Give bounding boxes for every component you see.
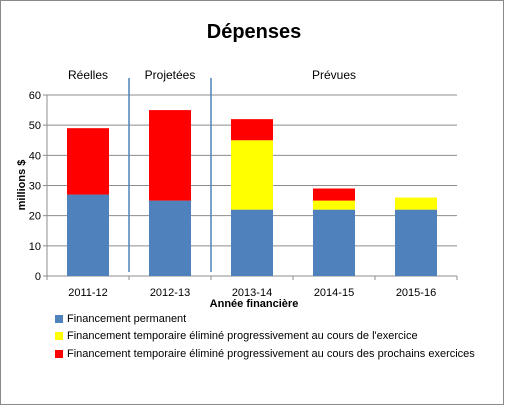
bar-segment	[395, 209, 437, 276]
x-tick-label: 2011-12	[68, 287, 108, 299]
y-axis-label: millions $	[16, 160, 28, 211]
y-tick-label: 0	[35, 271, 41, 283]
axes: 0 10 20 30 40 50 60 2011-12 2012-13 2013-14 2014-1…	[29, 90, 458, 299]
x-tick-label: 2012-13	[150, 287, 190, 299]
legend-label-temporary-current: Financement temporaire éliminé progressi…	[67, 330, 418, 342]
bar-segment	[395, 197, 437, 210]
legend-item-temporary-current: Financement temporaire éliminé progressi…	[55, 329, 418, 343]
y-tick-label: 60	[29, 90, 41, 102]
period-markers: Réelles Projetées Prévues	[68, 68, 356, 272]
x-tick-label: 2014-15	[314, 287, 354, 299]
bar-segment	[231, 209, 273, 276]
bar-segment	[231, 140, 273, 210]
bar-segment	[313, 188, 355, 201]
legend-item-permanent: Financement permanent	[55, 312, 186, 326]
bar-segment	[67, 128, 109, 195]
legend-swatch-temporary-current	[55, 332, 63, 340]
bar-segment	[313, 209, 355, 276]
period-label: Prévues	[312, 68, 356, 82]
chart-title: Dépenses	[207, 21, 302, 43]
bar-segment	[231, 119, 273, 141]
x-axis-label: Année financière	[210, 298, 299, 310]
legend-item-temporary-future: Financement temporaire éliminé progressi…	[55, 347, 475, 361]
y-tick-label: 40	[29, 150, 41, 162]
y-tick-label: 30	[29, 181, 41, 193]
legend-label-permanent: Financement permanent	[67, 313, 187, 325]
bar-segment	[149, 200, 191, 276]
period-label: Réelles	[68, 68, 108, 82]
y-tick-label: 10	[29, 241, 41, 253]
legend-swatch-temporary-future	[55, 350, 63, 358]
bar-segment	[313, 200, 355, 210]
y-tick-label: 20	[29, 211, 41, 223]
bar-segment	[67, 194, 109, 276]
legend-swatch-permanent	[55, 315, 63, 323]
x-tick-label: 2013-14	[232, 287, 272, 299]
legend-label-temporary-future: Financement temporaire éliminé progressi…	[67, 348, 475, 360]
bars	[67, 110, 437, 276]
x-tick-label: 2015-16	[396, 287, 436, 299]
period-label: Projetées	[145, 68, 196, 82]
bar-segment	[149, 110, 191, 201]
y-tick-label: 50	[29, 120, 41, 132]
